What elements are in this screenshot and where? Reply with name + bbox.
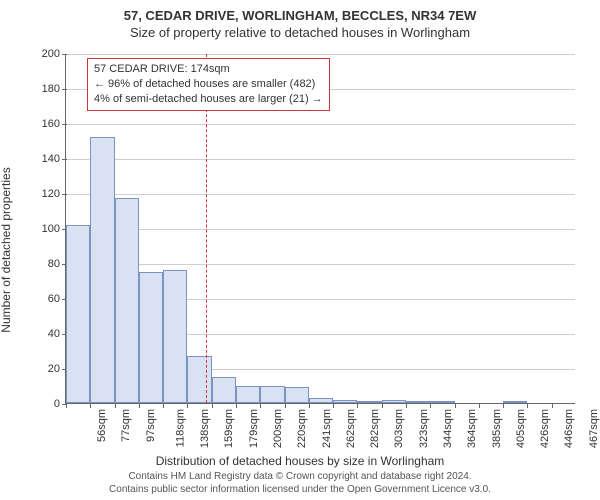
histogram-chart: 02040608010012014016018020056sqm77sqm97s… [65,54,575,404]
annotation-line: ← 96% of detached houses are smaller (48… [94,77,323,92]
y-tick-label: 20 [48,363,66,375]
x-tick-label: 446sqm [564,409,576,448]
footer-line: Contains public sector information licen… [0,483,600,496]
x-tick-label: 179sqm [248,409,260,448]
page-title: 57, CEDAR DRIVE, WORLINGHAM, BECCLES, NR… [0,0,600,23]
x-tick-label: 97sqm [145,409,157,442]
x-axis-label: Distribution of detached houses by size … [0,454,600,468]
histogram-bar [66,225,90,404]
x-tick-label: 159sqm [224,409,236,448]
histogram-bar [163,270,187,403]
x-tick-label: 303sqm [394,409,406,448]
annotation-line: 57 CEDAR DRIVE: 174sqm [94,62,323,77]
y-tick-label: 40 [48,328,66,340]
histogram-bar [260,386,284,404]
x-tick-label: 138sqm [199,409,211,448]
histogram-bar [430,401,454,403]
histogram-bar [406,401,430,403]
y-tick-label: 60 [48,293,66,305]
histogram-bar [285,387,309,403]
x-tick-label: 241sqm [321,409,333,448]
y-tick-label: 140 [42,153,66,165]
y-tick-label: 100 [42,223,66,235]
y-tick-label: 160 [42,118,66,130]
x-tick-label: 385sqm [491,409,503,448]
histogram-bar [187,356,211,403]
x-tick-label: 262sqm [345,409,357,448]
histogram-bar [236,386,260,404]
y-tick-label: 200 [42,48,66,60]
x-tick-label: 118sqm [174,409,186,447]
histogram-bar [212,377,236,403]
x-tick-label: 323sqm [418,409,430,448]
y-tick-label: 120 [42,188,66,200]
x-tick-label: 220sqm [296,409,308,448]
footer-line: Contains HM Land Registry data © Crown c… [0,470,600,483]
x-tick-label: 56sqm [96,409,108,442]
page-subtitle: Size of property relative to detached ho… [0,23,600,40]
histogram-bar [503,401,527,403]
histogram-bar [382,400,406,404]
x-tick-label: 200sqm [272,409,284,448]
x-tick-label: 426sqm [539,409,551,448]
histogram-bar [333,400,357,404]
y-tick-label: 80 [48,258,66,270]
histogram-bar [357,401,381,403]
y-tick-label: 180 [42,83,66,95]
y-axis-label: Number of detached properties [0,85,13,250]
annotation-line: 4% of semi-detached houses are larger (2… [94,92,323,107]
histogram-bar [139,272,163,403]
x-tick-label: 405sqm [515,409,527,448]
x-tick-label: 364sqm [466,409,478,448]
x-tick-label: 344sqm [442,409,454,448]
attribution-footer: Contains HM Land Registry data © Crown c… [0,470,600,496]
histogram-bar [115,198,139,403]
y-tick-label: 0 [54,398,66,410]
marker-annotation: 57 CEDAR DRIVE: 174sqm ← 96% of detached… [87,58,330,111]
x-tick-label: 282sqm [369,409,381,448]
x-tick-label: 77sqm [120,409,132,442]
histogram-bar [309,398,333,403]
histogram-bar [90,137,114,403]
x-tick-label: 467sqm [588,409,600,448]
